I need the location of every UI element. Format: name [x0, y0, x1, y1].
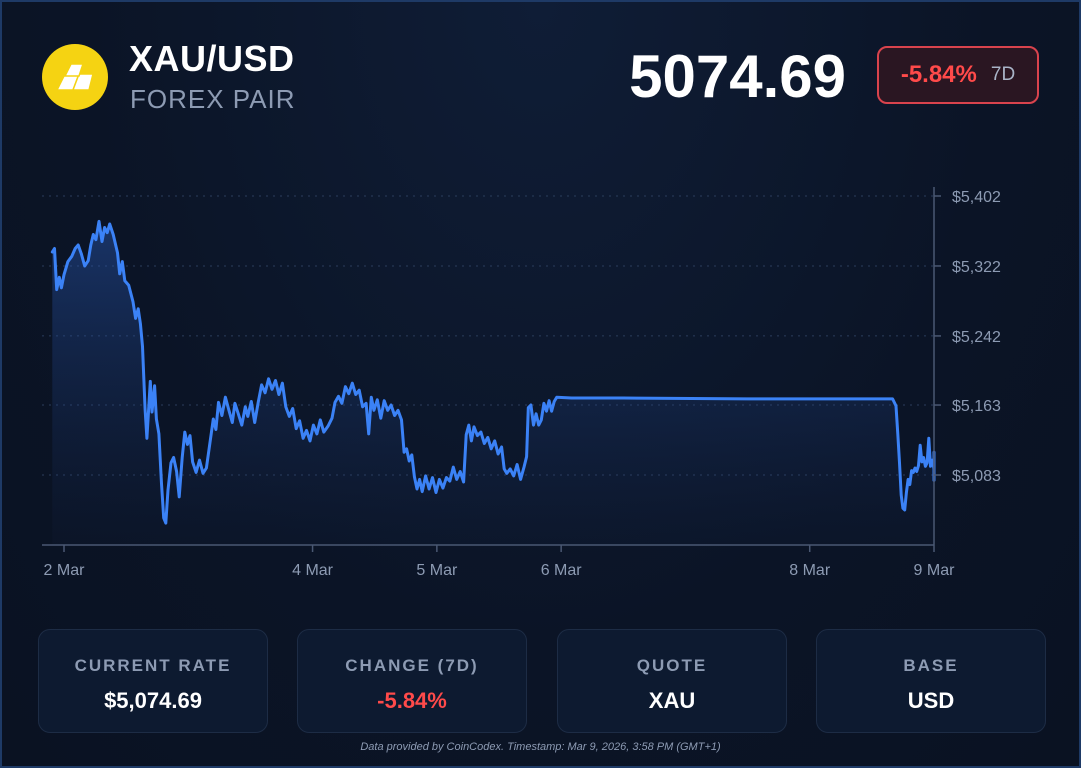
attribution-footer: Data provided by CoinCodex. Timestamp: M…	[360, 741, 721, 753]
y-tick-label: $5,322	[952, 259, 1001, 276]
y-tick-label: $5,242	[952, 329, 1001, 346]
change-badge: -5.84% 7D	[877, 46, 1039, 104]
card-value: USD	[907, 688, 955, 713]
card-label: BASE	[903, 656, 959, 675]
x-tick-label: 9 Mar	[914, 562, 956, 579]
y-tick-label: $5,083	[952, 468, 1001, 485]
card-current-rate: CURRENT RATE $5,074.69	[38, 629, 268, 733]
card-base: BASE USD	[816, 629, 1046, 733]
y-tick-label: $5,163	[952, 398, 1001, 415]
period-label: 7D	[990, 64, 1016, 85]
x-tick-label: 5 Mar	[416, 562, 458, 579]
price-line	[50, 219, 936, 525]
x-tick-label: 4 Mar	[292, 562, 334, 579]
card-label: CURRENT RATE	[74, 656, 232, 675]
card-label: QUOTE	[636, 656, 708, 675]
card-value: $5,074.69	[104, 688, 202, 713]
change-value: -5.84%	[900, 61, 977, 88]
current-price: 5074.69	[629, 43, 846, 110]
card-quote: QUOTE XAU	[557, 629, 787, 733]
x-tick-label: 6 Mar	[541, 562, 583, 579]
gold-bars-icon	[42, 44, 108, 110]
pair-subtitle: FOREX PAIR	[130, 84, 296, 114]
price-area-fill	[52, 221, 935, 545]
y-tick-label: $5,402	[952, 189, 1001, 206]
x-tick-label: 8 Mar	[789, 562, 831, 579]
x-tick-label: 2 Mar	[44, 562, 86, 579]
price-chart: $5,402 $5,322 $5,242 $5,163 $5,083 2 Mar 4 Mar…	[42, 187, 1001, 579]
card-value: XAU	[648, 688, 696, 713]
card-change: CHANGE (7D) -5.84%	[297, 629, 527, 733]
card-value: -5.84%	[377, 688, 447, 713]
pair-title: XAU/USD	[129, 38, 295, 79]
card-label: CHANGE (7D)	[345, 656, 479, 675]
